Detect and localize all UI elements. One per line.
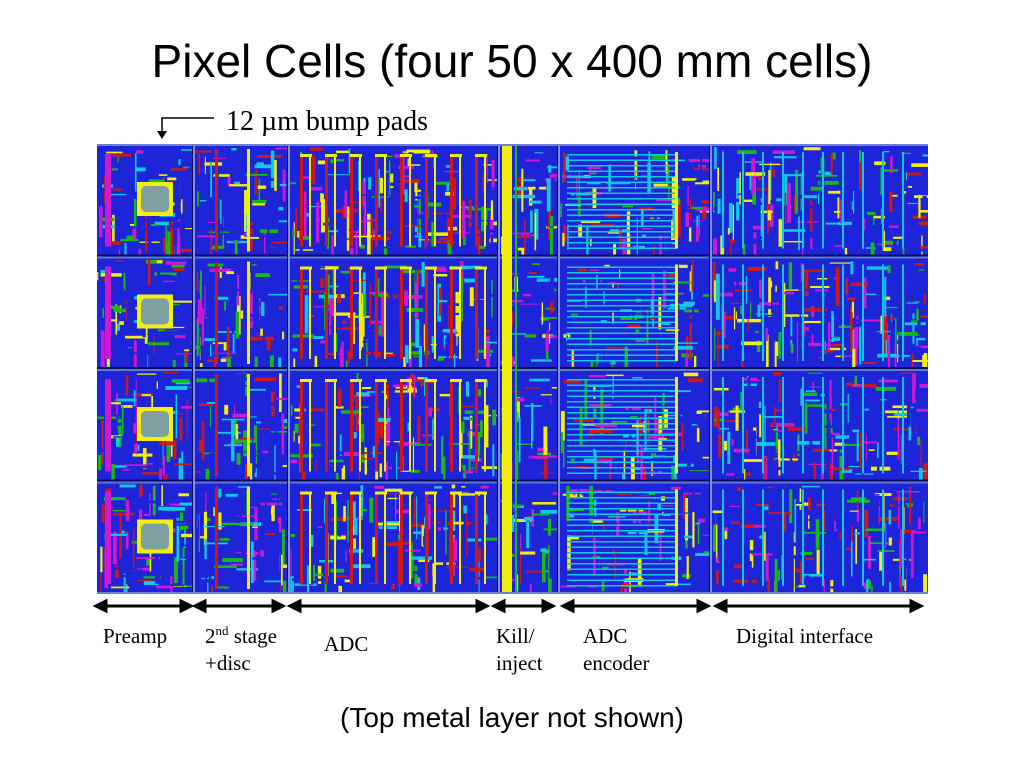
label-preamp: Preamp xyxy=(103,624,168,648)
caption: (Top metal layer not shown) xyxy=(340,702,684,733)
bump-pad xyxy=(141,186,169,212)
bump-pad xyxy=(141,298,169,325)
section-arrows xyxy=(92,598,925,614)
bump-pad xyxy=(141,523,169,550)
bump-pads-arrow xyxy=(161,117,214,134)
slide-title: Pixel Cells (four 50 x 400 mm cells) xyxy=(151,35,873,87)
layout-block-digital-interface xyxy=(712,258,928,367)
bump-pad xyxy=(141,411,169,437)
pixel-layout-drawing xyxy=(97,144,928,594)
label-second-stage: 2nd stage +disc xyxy=(205,623,277,676)
label-adc-encoder: ADC encoder xyxy=(583,624,650,676)
chip-layout xyxy=(97,144,928,594)
kill-inject-bus xyxy=(502,144,512,594)
bump-pads-label: 12 µm bump pads xyxy=(226,106,429,137)
label-kill-inject: Kill/inject xyxy=(496,624,543,676)
bump-pads-arrowhead xyxy=(157,131,167,139)
label-adc: ADC xyxy=(324,632,369,656)
label-digital-interface: Digital interface xyxy=(736,624,874,648)
